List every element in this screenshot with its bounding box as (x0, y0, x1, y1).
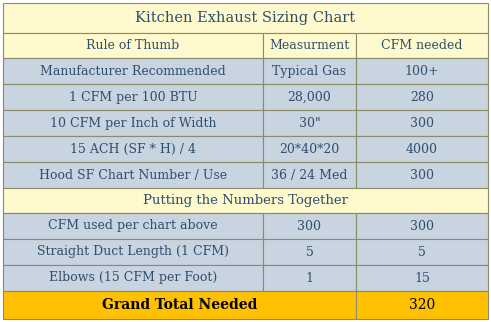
Text: 300: 300 (410, 220, 434, 232)
Bar (356, 136, 488, 162)
Bar (263, 162, 356, 188)
Bar (3, 58, 263, 84)
Text: 15: 15 (414, 271, 430, 285)
Bar (356, 33, 488, 58)
Bar (263, 84, 356, 110)
Text: 36 / 24 Med: 36 / 24 Med (271, 168, 348, 182)
Text: 1 CFM per 100 BTU: 1 CFM per 100 BTU (69, 90, 197, 103)
Bar (263, 213, 356, 239)
Text: 320: 320 (409, 298, 435, 312)
Text: Elbows (15 CFM per Foot): Elbows (15 CFM per Foot) (49, 271, 217, 285)
Bar (356, 84, 488, 110)
Bar (3, 239, 263, 265)
Text: 10 CFM per Inch of Width: 10 CFM per Inch of Width (50, 117, 216, 129)
Bar (3, 110, 263, 136)
Bar (356, 58, 488, 84)
Bar (263, 58, 356, 84)
Text: Straight Duct Length (1 CFM): Straight Duct Length (1 CFM) (37, 245, 229, 259)
Bar (356, 291, 488, 319)
Text: 1: 1 (305, 271, 313, 285)
Bar (263, 239, 356, 265)
Bar (356, 162, 488, 188)
Text: Manufacturer Recommended: Manufacturer Recommended (40, 64, 226, 78)
Text: 4000: 4000 (406, 143, 438, 156)
Text: 280: 280 (410, 90, 434, 103)
Bar (3, 213, 263, 239)
Text: 100+: 100+ (405, 64, 439, 78)
Bar (356, 213, 488, 239)
Text: 20*40*20: 20*40*20 (279, 143, 340, 156)
Text: 300: 300 (298, 220, 322, 232)
Text: 30": 30" (299, 117, 320, 129)
Text: Typical Gas: Typical Gas (273, 64, 347, 78)
Bar (263, 136, 356, 162)
Bar (356, 265, 488, 291)
Text: CFM used per chart above: CFM used per chart above (48, 220, 218, 232)
Bar (263, 33, 356, 58)
Text: Hood SF Chart Number / Use: Hood SF Chart Number / Use (39, 168, 227, 182)
Text: 5: 5 (305, 245, 313, 259)
Bar (263, 265, 356, 291)
Bar (356, 239, 488, 265)
Text: CFM needed: CFM needed (381, 39, 463, 52)
Text: 28,000: 28,000 (288, 90, 331, 103)
Bar (3, 84, 263, 110)
Bar (3, 3, 488, 33)
Bar (3, 33, 263, 58)
Bar (3, 188, 488, 213)
Bar (3, 136, 263, 162)
Bar (3, 162, 263, 188)
Text: Grand Total Needed: Grand Total Needed (102, 298, 257, 312)
Bar (3, 265, 263, 291)
Bar (356, 110, 488, 136)
Text: 15 ACH (SF * H) / 4: 15 ACH (SF * H) / 4 (70, 143, 196, 156)
Text: Putting the Numbers Together: Putting the Numbers Together (143, 194, 348, 207)
Bar (263, 110, 356, 136)
Text: 300: 300 (410, 168, 434, 182)
Bar (3, 291, 356, 319)
Text: Rule of Thumb: Rule of Thumb (86, 39, 180, 52)
Text: 300: 300 (410, 117, 434, 129)
Text: Measurment: Measurment (270, 39, 350, 52)
Text: Kitchen Exhaust Sizing Chart: Kitchen Exhaust Sizing Chart (136, 11, 355, 25)
Text: 5: 5 (418, 245, 426, 259)
